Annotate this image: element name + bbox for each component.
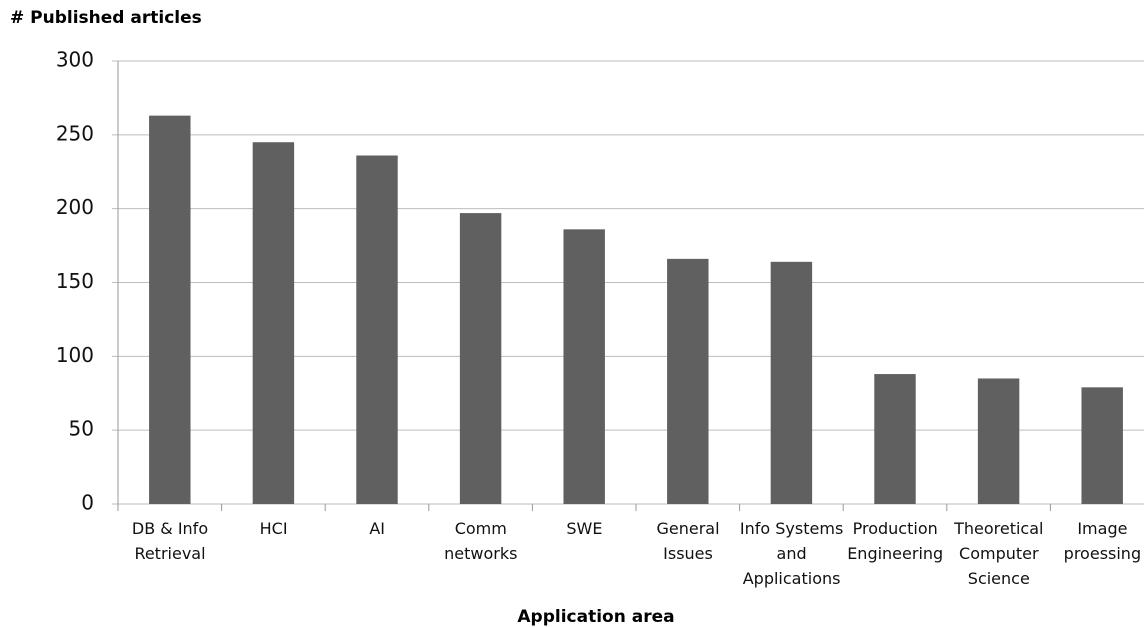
bar — [770, 261, 813, 504]
bar — [874, 374, 916, 504]
y-tick-label: 200 — [56, 195, 94, 219]
x-tick-label: AI — [369, 519, 386, 538]
x-tick-label: DB & Info Retrieval — [131, 519, 209, 563]
bar — [977, 378, 1020, 504]
x-tick-label: SWE — [566, 519, 603, 538]
x-tick-label: Comm networks — [444, 519, 518, 563]
x-tick-label: Info Systems and Applications — [739, 519, 844, 588]
x-tick-label: Image proessing — [1063, 519, 1142, 563]
bar — [356, 155, 398, 505]
x-tick-label: Theoretical Computer Science — [954, 519, 1044, 588]
chart-title: # Published articles — [10, 8, 202, 28]
y-tick-label: 300 — [56, 48, 94, 72]
y-tick-label: 0 — [81, 491, 94, 515]
bar — [252, 142, 295, 504]
x-axis-title: Application area — [517, 607, 674, 627]
y-tick-label: 50 — [69, 417, 94, 441]
bar — [1081, 387, 1123, 504]
y-tick-label: 100 — [56, 343, 94, 367]
bar — [563, 229, 605, 504]
bar — [459, 213, 502, 504]
x-tick-label: Production Engineering — [847, 519, 944, 563]
x-tick-label: HCI — [259, 519, 288, 538]
y-tick-label: 150 — [56, 269, 94, 293]
bar — [149, 115, 191, 505]
bar — [667, 258, 709, 504]
y-tick-label: 250 — [56, 121, 94, 145]
x-tick-label: General Issues — [656, 519, 720, 563]
